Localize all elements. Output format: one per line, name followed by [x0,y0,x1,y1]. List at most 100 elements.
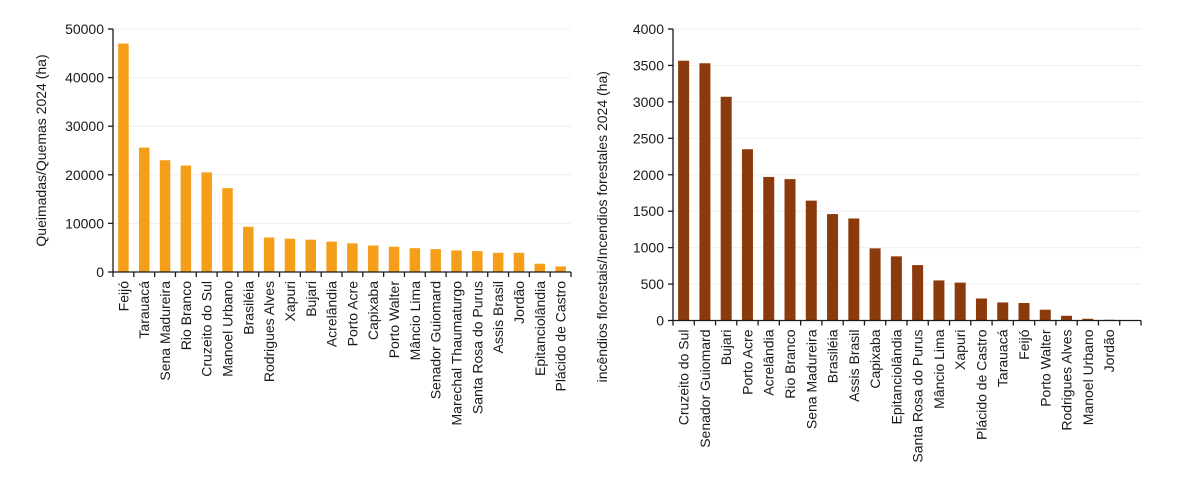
chart-incendios-florestais: 0 500 1000 1500 2000 2500 3000 3500 4000 Cruzeito… [594,21,1142,463]
x-category-label: Senador Guiomard [428,281,444,399]
bar [159,160,171,272]
x-category-label: Sena Madureira [157,281,173,381]
bar [326,241,337,272]
x-category-label: Jordão [511,281,527,324]
x-category-label: Sena Madureira [803,329,819,429]
y-tick-label: 0 [656,313,664,329]
x-category-label: Acrelândia [324,281,340,347]
bar [555,266,566,272]
x-category-label: Bujari [303,281,319,317]
bar [347,243,358,272]
bar [222,188,233,272]
y-tick-label: 30000 [65,118,104,134]
bar [933,280,945,321]
x-category-label: Brasiléia [240,281,256,335]
y-tick-label: 1000 [633,240,664,256]
bar [534,263,546,272]
bar [180,165,192,272]
x-category-label: Xapuri [952,330,968,370]
x-category-label: Mâncio Lima [931,329,947,409]
bar [720,96,732,321]
bar [741,149,753,321]
x-category-label: Acrelândia [761,329,777,395]
bar [430,249,441,272]
bar [890,256,902,321]
x-category-label: Porto Acre [739,329,755,395]
bar [263,237,275,272]
bar [954,282,966,321]
bar [912,265,924,321]
y-tick-label: 50000 [65,21,104,37]
x-category-label: Tarauacá [995,329,1011,387]
x-category-label: Capixaba [867,329,883,388]
x-category-label: Cruzeito do Sul [199,281,215,377]
x-category-label: Feijó [1016,329,1032,360]
bar [284,238,296,272]
x-category-label: Feijó [115,281,131,312]
bar [1018,303,1030,321]
bar [451,250,462,272]
x-category-label: Porto Acre [344,281,360,347]
x-category-label: Rio Branco [178,281,194,350]
bar [118,43,129,272]
bar [975,298,987,321]
bar [409,248,421,272]
y-tick-label: 500 [641,276,665,292]
x-category-label: Epitanciolândia [532,281,548,376]
bar [367,245,379,272]
y-tick-label: 3500 [633,57,664,73]
y-tick-label: 0 [96,264,104,280]
bar [513,252,525,272]
x-category-label: Brasiléia [825,329,841,383]
x-category-label: Santa Rosa do Purus [469,281,485,414]
x-category-label: Rodrigues Alves [261,281,277,382]
y-tick-label: 10000 [65,215,104,231]
x-category-label: Santa Rosa do Purus [910,330,926,463]
bar [699,63,711,321]
x-category-label: Porto Walter [386,281,402,359]
y-tick-label: 40000 [65,70,104,86]
bar [472,251,483,272]
bar [763,176,775,321]
bar [1061,315,1073,321]
bar [827,214,839,321]
bar [805,200,817,321]
bar [997,302,1009,321]
x-category-label: Porto Walter [1037,329,1053,407]
y-axis-title: incêndios florestais/Incendios forestale… [594,71,610,382]
bar [678,60,690,321]
x-category-label: Rio Branco [782,329,798,398]
bar [869,248,881,321]
x-category-label: Tarauacá [136,281,152,339]
y-tick-label: 20000 [65,167,104,183]
x-category-label: Manoel Urbano [1080,329,1096,425]
y-tick-label: 3000 [633,94,664,110]
bar [201,172,212,272]
bar [1039,309,1051,321]
y-axis-title: Queimadas/Quemas 2024 (ha) [33,54,49,246]
bar [848,218,860,321]
bar [243,226,254,272]
x-category-label: Xapuri [282,281,298,321]
x-category-label: Bujari [718,330,734,366]
x-category-label: Epitanciolândia [888,329,904,424]
y-tick-label: 4000 [633,21,664,37]
bar [492,252,504,272]
x-category-label: Plácido de Castro [973,329,989,440]
x-category-label: Capixaba [365,281,381,340]
x-category-label: Jordão [1101,329,1117,372]
x-category-label: Manoel Urbano [220,281,236,377]
x-category-label: Mâncio Lima [407,281,423,361]
bar [305,239,317,272]
bar [138,147,150,272]
bar [1082,318,1094,321]
x-category-label: Cruzeito do Sul [676,330,692,426]
chart-queimadas: 0 10000 20000 30000 40000 50000 Feijó Tarauacá S… [33,21,572,426]
bar [784,179,796,321]
x-category-label: Marechal Thaumaturgo [449,281,465,426]
y-tick-label: 1500 [633,203,664,219]
y-tick-label: 2000 [633,167,664,183]
y-tick-label: 2500 [633,130,664,146]
x-category-label: Plácido de Castro [553,281,569,392]
